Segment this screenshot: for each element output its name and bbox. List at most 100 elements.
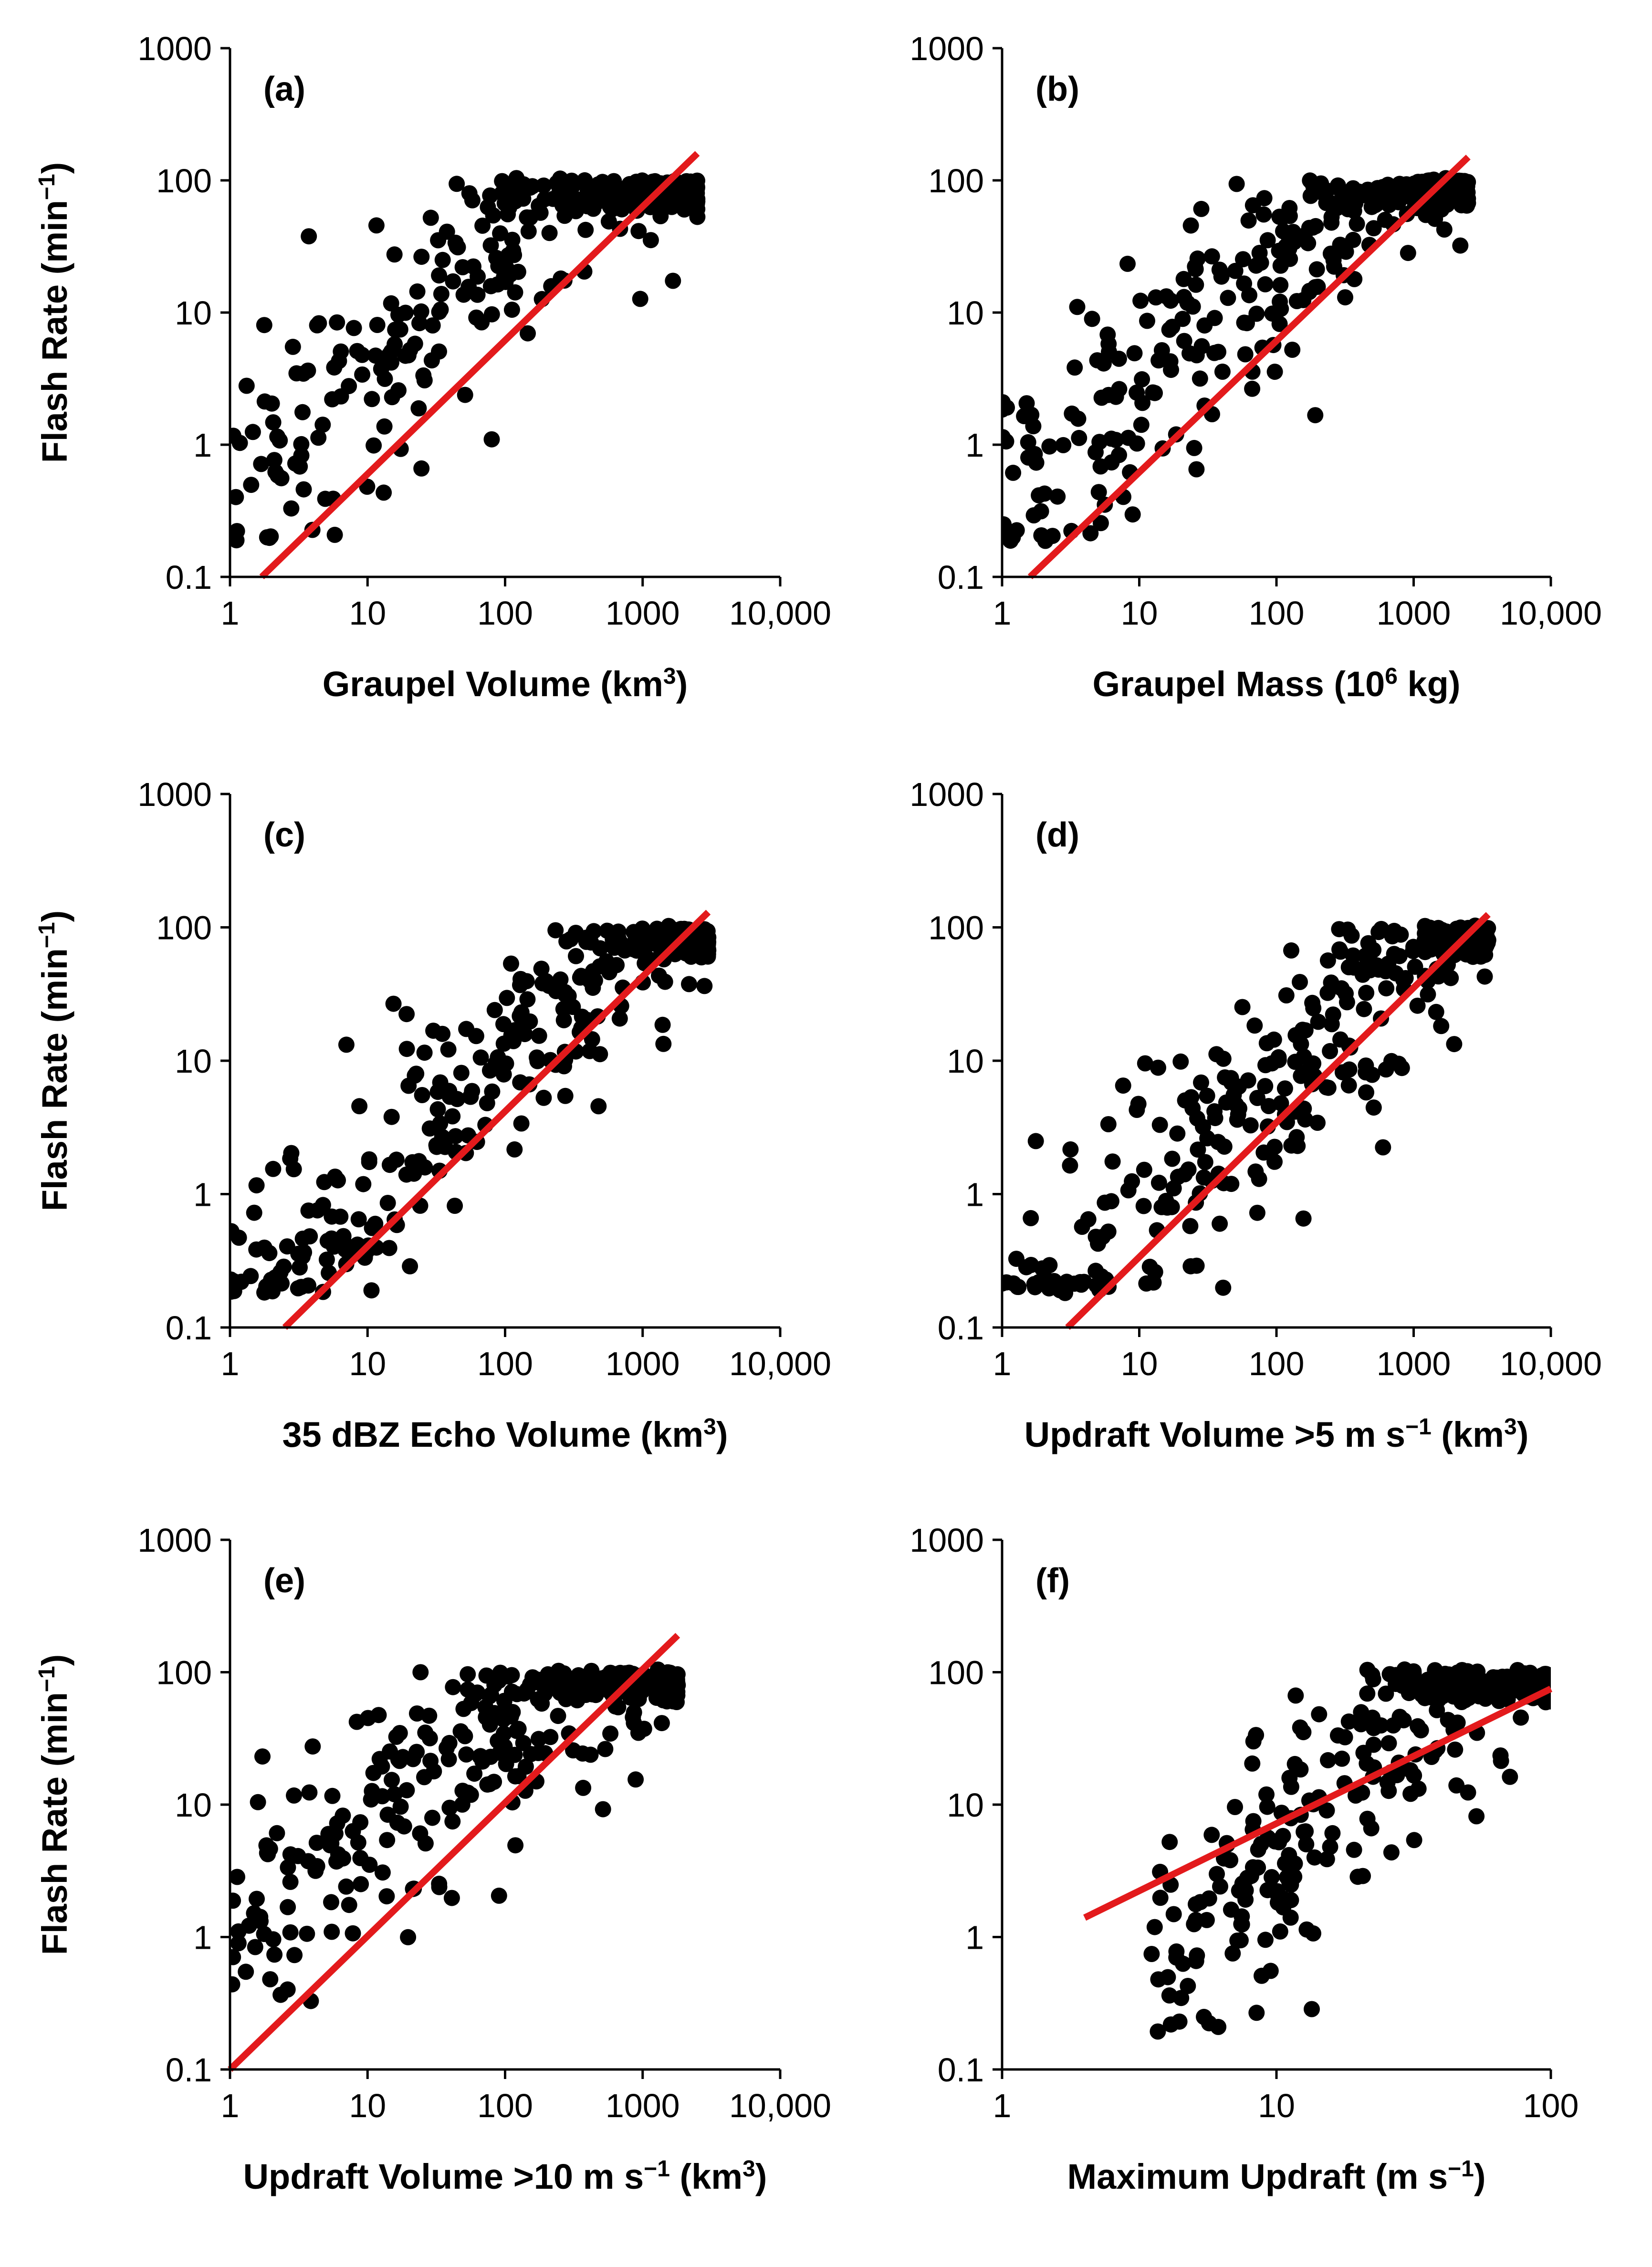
data-point — [1162, 2016, 1179, 2033]
data-point — [1319, 952, 1336, 969]
data-point — [1255, 206, 1272, 223]
data-point — [1318, 1851, 1335, 1868]
data-point — [1245, 1813, 1262, 1829]
data-point — [460, 1666, 476, 1682]
data-point — [1381, 197, 1397, 213]
data-point — [244, 424, 261, 440]
data-point — [1331, 941, 1348, 958]
data-point — [1364, 197, 1380, 214]
data-point — [1020, 434, 1036, 450]
data-point — [296, 1244, 313, 1261]
data-point — [1207, 1110, 1223, 1127]
y-axis-label: Flash Rate (min−1) — [34, 1654, 75, 1955]
data-point — [1217, 1069, 1234, 1086]
data-point — [1161, 322, 1178, 338]
data-point — [1447, 1741, 1464, 1758]
data-point — [1300, 235, 1317, 251]
data-point — [383, 1108, 400, 1125]
data-point — [520, 325, 536, 342]
data-point — [655, 1035, 672, 1052]
data-point — [575, 1745, 591, 1762]
data-point — [1129, 435, 1145, 452]
data-point — [1440, 1712, 1456, 1728]
y-tick-label: 100 — [156, 909, 212, 947]
data-point — [1406, 1832, 1422, 1849]
data-point — [1307, 407, 1324, 424]
y-tick-label: 1 — [193, 1919, 212, 1956]
data-point — [457, 387, 473, 403]
data-point — [387, 322, 404, 338]
data-point — [547, 922, 564, 939]
data-point — [1237, 346, 1254, 363]
y-tick-label: 10 — [947, 1043, 984, 1080]
data-point — [1427, 1662, 1443, 1679]
data-point — [397, 347, 414, 364]
data-point — [542, 1729, 559, 1745]
data-point — [230, 489, 244, 505]
data-point — [230, 1892, 241, 1909]
data-point — [1124, 506, 1141, 523]
data-point — [429, 1101, 446, 1118]
data-point — [1176, 333, 1192, 349]
data-point — [433, 286, 450, 302]
data-point — [590, 1098, 607, 1115]
data-point — [424, 317, 441, 334]
data-point — [541, 225, 558, 241]
data-point — [431, 303, 448, 320]
data-point — [1139, 313, 1155, 329]
data-point — [1305, 178, 1322, 194]
data-point — [376, 418, 393, 435]
fit-line-b — [1027, 155, 1471, 580]
data-point — [280, 1859, 296, 1876]
data-point — [1338, 994, 1355, 1011]
data-point — [1542, 1673, 1551, 1690]
data-point — [579, 183, 596, 200]
data-point — [1283, 942, 1299, 959]
data-point — [1358, 1057, 1374, 1074]
data-point — [1089, 352, 1106, 369]
data-point — [676, 192, 693, 209]
data-point — [1369, 184, 1386, 200]
data-point — [444, 1108, 461, 1125]
data-point — [262, 1971, 279, 1987]
data-point — [353, 1876, 369, 1892]
data-point — [507, 284, 523, 301]
data-point — [577, 221, 594, 238]
data-point — [1174, 311, 1191, 327]
x-tick-label: 1000 — [606, 595, 680, 632]
data-point — [432, 1115, 449, 1132]
data-point — [1164, 1150, 1181, 1167]
data-point — [512, 1074, 529, 1091]
data-point — [402, 1258, 418, 1275]
data-point — [587, 1687, 604, 1703]
data-point — [1002, 429, 1011, 446]
y-tick-label: 100 — [928, 1654, 984, 1692]
x-tick-label: 1 — [221, 2087, 240, 2124]
data-point — [695, 931, 711, 948]
data-point — [533, 961, 550, 977]
data-point — [364, 391, 380, 407]
data-point — [1341, 1061, 1358, 1078]
data-point — [1242, 1117, 1259, 1134]
data-point — [1234, 999, 1251, 1015]
data-point — [1162, 293, 1179, 309]
data-point — [516, 1026, 533, 1043]
data-point — [469, 1684, 486, 1701]
data-point — [301, 228, 317, 245]
data-point — [1193, 338, 1210, 355]
y-tick-label: 100 — [928, 909, 984, 947]
data-point — [1259, 1798, 1276, 1815]
data-point — [461, 185, 478, 202]
x-tick-label: 1000 — [606, 2087, 680, 2124]
data-point — [524, 1669, 541, 1686]
data-point — [1212, 1878, 1228, 1895]
data-point — [1375, 1139, 1391, 1156]
x-tick-label: 10 — [1121, 595, 1158, 632]
data-point — [364, 1220, 380, 1236]
data-point — [302, 1228, 318, 1244]
y-tick-label: 1000 — [910, 1522, 984, 1559]
data-point — [1143, 1946, 1160, 1962]
data-point — [1201, 1890, 1217, 1907]
data-point — [1277, 1855, 1293, 1872]
data-point — [500, 206, 516, 222]
